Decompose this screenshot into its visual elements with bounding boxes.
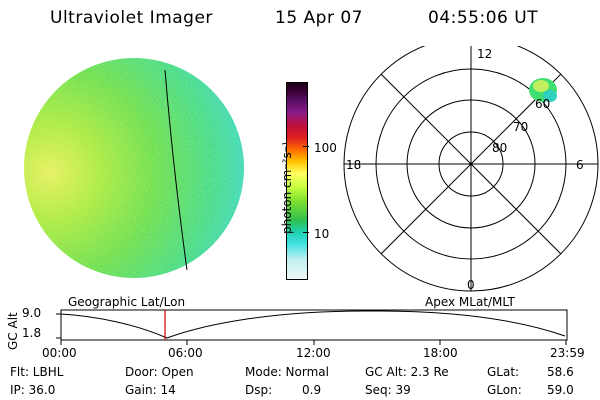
status-filter: Flt: LBHL	[10, 365, 64, 379]
colorbar-label-10: 10	[314, 227, 330, 241]
polar-plot	[343, 46, 599, 292]
panel-title-geographic: Geographic Lat/Lon	[68, 295, 186, 309]
xtick-label-0000: 00:00	[42, 346, 77, 360]
colorbar-unit-label: photon cm⁻²s⁻¹	[280, 141, 294, 234]
colorbar	[286, 82, 308, 280]
status-mode: Mode: Normal	[245, 365, 329, 379]
colorbar-tick-10	[303, 232, 309, 233]
mlt-label-12: 12	[477, 47, 493, 61]
panel-title-apex: Apex MLat/MLT	[425, 295, 515, 309]
status-dsp-label: Dsp:	[245, 383, 273, 397]
mlt-label-6: 6	[576, 158, 584, 172]
ytick-label-top: 9.0	[22, 306, 42, 320]
status-glon-value: 59.0	[547, 383, 574, 397]
status-glat-label: GLat:	[487, 365, 520, 379]
altitude-plot	[56, 309, 568, 345]
aurora-blob	[529, 78, 557, 102]
lat-label-60: 60	[535, 97, 551, 111]
mlt-label-18: 18	[346, 158, 362, 172]
uv-image	[24, 58, 244, 278]
status-door: Door: Open	[125, 365, 194, 379]
xtick-label-1800: 18:00	[423, 346, 458, 360]
colorbar-label-100: 100	[314, 141, 337, 155]
xtick-label-1200: 12:00	[296, 346, 331, 360]
altitude-curve	[60, 310, 566, 339]
xtick-label-0600: 06:00	[168, 346, 203, 360]
colorbar-tick-100	[303, 146, 309, 147]
observation-date: 15 Apr 07	[275, 8, 363, 28]
status-gain: Gain: 14	[125, 383, 176, 397]
y-axis-label: GC Alt	[6, 312, 20, 350]
meridian-line	[164, 69, 188, 271]
ytick-label-bottom: 1.8	[22, 326, 42, 340]
instrument-title: Ultraviolet Imager	[50, 8, 213, 28]
status-gc-alt: GC Alt: 2.3 Re	[365, 365, 449, 379]
status-dsp-value: 0.9	[302, 383, 322, 397]
observation-time: 04:55:06 UT	[428, 8, 539, 28]
mlt-label-0: 0	[467, 278, 475, 292]
status-glon-label: GLon:	[487, 383, 522, 397]
lat-label-80: 80	[492, 141, 508, 155]
lat-label-70: 70	[513, 120, 529, 134]
status-seq: Seq: 39	[365, 383, 411, 397]
polar-diagonal-2	[380, 73, 562, 255]
xtick-label-2359: 23:59	[550, 346, 585, 360]
status-ip: IP: 36.0	[10, 383, 56, 397]
status-glat-value: 58.6	[547, 365, 574, 379]
